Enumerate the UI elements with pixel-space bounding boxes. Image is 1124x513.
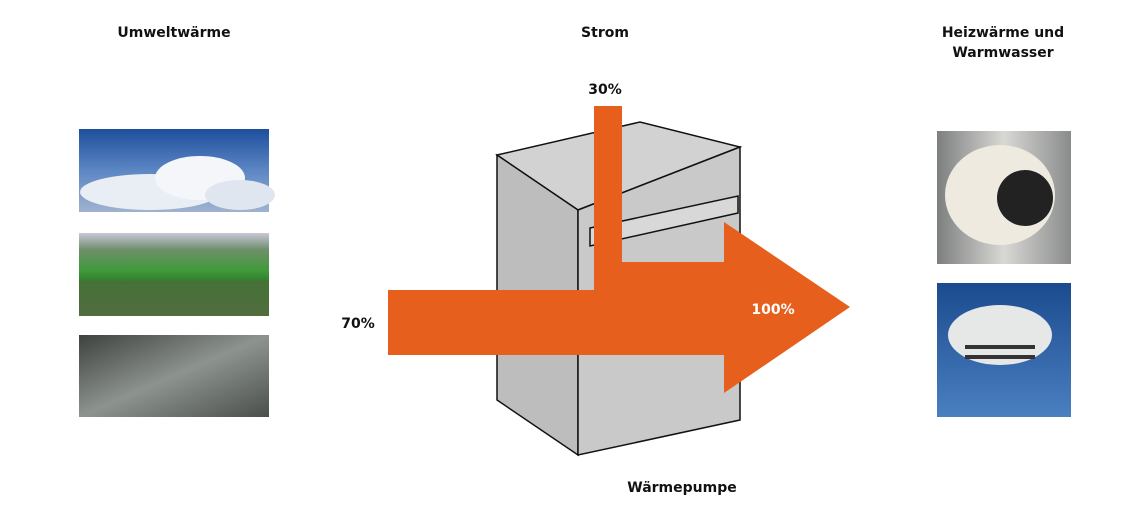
flow-label: 100% bbox=[751, 302, 794, 318]
flow-label: 30% bbox=[588, 82, 622, 98]
flow-label: 70% bbox=[341, 316, 375, 332]
photo-water bbox=[79, 335, 269, 417]
heading: Umweltwärme bbox=[117, 25, 230, 41]
heading: Strom bbox=[581, 25, 629, 41]
photo-shower bbox=[937, 283, 1071, 417]
diagram: Umweltwärme Strom Heizwärme und Warmwass… bbox=[0, 0, 1124, 513]
photo-meadow bbox=[79, 233, 269, 316]
device-label: Wärmepumpe bbox=[627, 480, 736, 496]
heading: Heizwärme und bbox=[942, 25, 1064, 41]
flow-arrow bbox=[388, 106, 850, 393]
photo-sky bbox=[79, 129, 275, 212]
photo-thermostat bbox=[937, 131, 1071, 264]
heading: Warmwasser bbox=[952, 45, 1053, 61]
